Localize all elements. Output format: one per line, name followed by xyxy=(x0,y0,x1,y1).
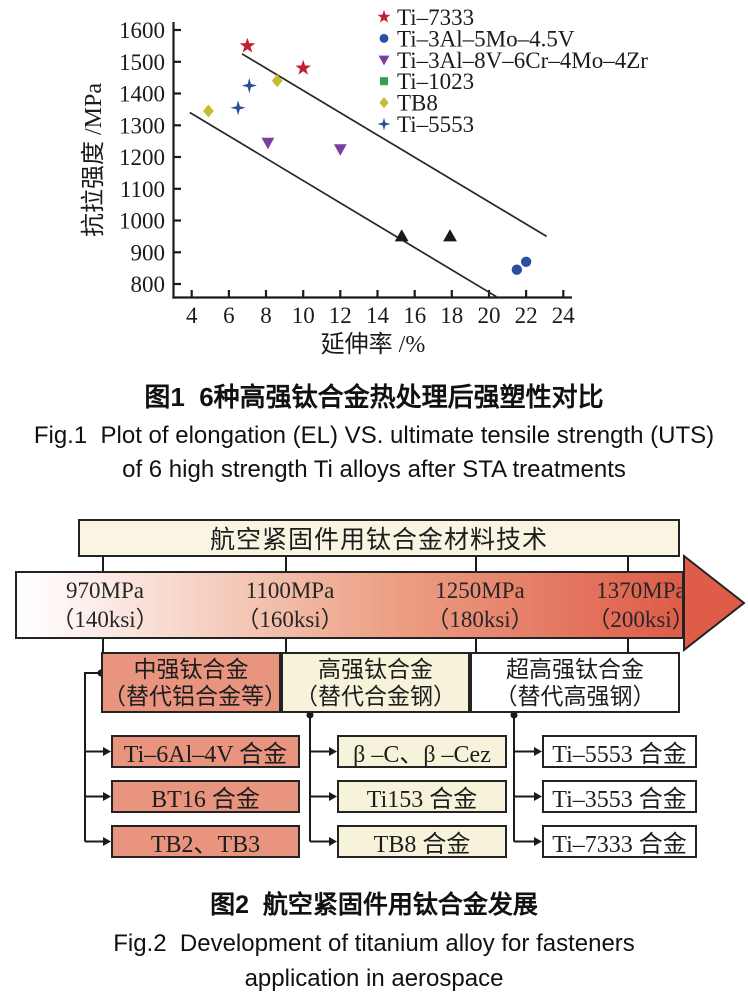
marker-star4 xyxy=(241,78,257,94)
legend-label: Ti–1023 xyxy=(397,69,474,94)
y-tick-label: 1100 xyxy=(120,177,165,202)
fig2-caption-en-line2: application in aerospace xyxy=(244,965,504,992)
mpa-value: 1100MPa xyxy=(245,578,335,603)
marker-square xyxy=(380,77,388,86)
legend-label: TB8 xyxy=(397,91,438,116)
marker-triangle-down xyxy=(261,137,275,150)
x-tick-label: 20 xyxy=(478,303,501,328)
alloy-box-bt16: BT16 合金 xyxy=(111,780,300,813)
marker-star xyxy=(239,37,256,53)
marker-star4 xyxy=(230,100,246,116)
x-axis-title: 延伸率 /% xyxy=(321,331,426,358)
tree-trunks xyxy=(84,672,535,843)
marker-circle xyxy=(379,33,389,43)
axes xyxy=(172,22,572,299)
marker-star4 xyxy=(377,117,391,131)
y-tick-label: 800 xyxy=(131,272,166,297)
ksi-value: （200ksi） xyxy=(587,607,695,632)
arrow-label-970mpa: 970MPa （140ksi） xyxy=(25,576,185,634)
marker-diamond xyxy=(271,74,283,88)
category-ultra-high-strength: 超高强钛合金 （替代高强钢） xyxy=(470,652,680,713)
ksi-value: （140ksi） xyxy=(51,607,159,632)
y-tick-label: 900 xyxy=(131,240,166,265)
fig1-scatter-chart: 800 900 1000 1100 1200 1300 1400 1500 1600 4 6 8 10 1… xyxy=(80,5,648,358)
alloy-box-tb2-tb3: TB2、TB3 xyxy=(111,825,300,858)
category-subtitle: （替代高强钢） xyxy=(494,683,656,709)
alloy-box-ti7333: Ti–7333 合金 xyxy=(542,825,697,858)
fig1-caption-zh: 图1 6种高强钛合金热处理后强塑性对比 xyxy=(144,382,604,412)
x-tick-label: 16 xyxy=(403,303,426,328)
alloy-box-ti3553: Ti–3553 合金 xyxy=(542,780,697,813)
ksi-value: （160ksi） xyxy=(236,607,344,632)
mpa-value: 1370MPa xyxy=(596,578,686,603)
mpa-value: 970MPa xyxy=(66,578,144,603)
marker-star xyxy=(377,10,391,23)
x-tick-label: 6 xyxy=(223,303,235,328)
fig2-caption-zh: 图2 航空紧固件用钛合金发展 xyxy=(210,891,538,919)
category-subtitle: （替代铝合金等） xyxy=(103,683,287,709)
y-tick-label: 1000 xyxy=(119,209,165,234)
category-title: 高强钛合金 xyxy=(318,656,433,682)
trend-line xyxy=(241,53,548,238)
alloy-box-ti153: Ti153 合金 xyxy=(337,780,507,813)
marker-diamond xyxy=(203,104,214,118)
ksi-value: （180ksi） xyxy=(426,607,534,632)
x-tick-label: 18 xyxy=(440,303,463,328)
tick-labels: 800 900 1000 1100 1200 1300 1400 1500 1600 4 6 8 10 1… xyxy=(80,18,575,358)
data-points xyxy=(203,37,532,275)
legend-label: Ti–3Al–8V–6Cr–4Mo–4Zr xyxy=(397,48,648,73)
legend: Ti–7333Ti–3Al–5Mo–4.5VTi–3Al–8V–6Cr–4Mo–… xyxy=(377,5,648,137)
x-tick-label: 8 xyxy=(260,303,272,328)
category-medium-strength: 中强钛合金 （替代铝合金等） xyxy=(101,652,287,713)
marker-triangle-up xyxy=(394,229,409,242)
marker-triangle-up xyxy=(443,229,457,242)
x-tick-label: 12 xyxy=(329,303,352,328)
fig2-caption-en-line1: Fig.2 Development of titanium alloy for … xyxy=(113,930,635,957)
alloy-box-ti6al4v: Ti–6Al–4V 合金 xyxy=(111,735,300,768)
strength-gradient-arrow xyxy=(15,571,684,639)
y-tick-label: 1300 xyxy=(119,113,165,138)
trend-line xyxy=(189,111,497,298)
y-axis-title: 抗拉强度 /MPa xyxy=(80,83,107,237)
arrow-label-1250mpa: 1250MPa （180ksi） xyxy=(400,576,560,634)
mpa-value: 1250MPa xyxy=(435,578,525,603)
legend-label: Ti–3Al–5Mo–4.5V xyxy=(397,26,575,51)
gradient-arrowhead xyxy=(683,553,746,653)
fig1-caption-en-line1: Fig.1 Plot of elongation (EL) VS. ultima… xyxy=(33,422,715,449)
marker-star xyxy=(295,59,311,75)
y-tick-label: 1200 xyxy=(119,145,165,170)
marker-triangle-down xyxy=(333,144,347,156)
fig2-banner-box: 航空紧固件用钛合金材料技术 xyxy=(78,519,680,557)
banner-to-arrow-connectors xyxy=(102,557,629,653)
y-tick-label: 1400 xyxy=(119,82,165,107)
alloy-box-tb8: TB8 合金 xyxy=(337,825,507,858)
x-tick-label: 24 xyxy=(552,303,576,328)
category-subtitle: （替代合金钢） xyxy=(295,683,456,709)
marker-circle xyxy=(511,264,523,275)
x-tick-label: 4 xyxy=(186,303,198,328)
x-tick-label: 14 xyxy=(366,303,390,328)
y-tick-label: 1500 xyxy=(119,50,165,75)
category-title: 中强钛合金 xyxy=(133,656,249,682)
marker-circle xyxy=(520,256,532,267)
connector-lines xyxy=(84,553,746,846)
x-tick-label: 22 xyxy=(515,303,538,328)
marker-triangle-down xyxy=(378,55,390,66)
alloy-box-beta-c-cez: β –C、β –Cez xyxy=(337,735,507,768)
y-tick-label: 1600 xyxy=(119,18,165,43)
arrow-label-1370mpa: 1370MPa （200ksi） xyxy=(561,576,721,634)
legend-label: Ti–5553 xyxy=(397,112,474,137)
fig2-diagram: 航空紧固件用钛合金材料技术 970MPa （140ksi） 1100MPa （1… xyxy=(0,505,748,895)
category-high-strength: 高强钛合金 （替代合金钢） xyxy=(281,652,470,713)
category-title: 超高强钛合金 xyxy=(506,656,644,682)
legend-label: Ti–7333 xyxy=(397,5,474,30)
alloy-box-ti5553: Ti–5553 合金 xyxy=(542,735,697,768)
x-tick-label: 10 xyxy=(292,303,315,328)
arrow-label-1100mpa: 1100MPa （160ksi） xyxy=(210,576,370,634)
fig1-caption-en-line2: of 6 high strength Ti alloys after STA t… xyxy=(122,456,626,483)
marker-diamond xyxy=(379,97,389,109)
